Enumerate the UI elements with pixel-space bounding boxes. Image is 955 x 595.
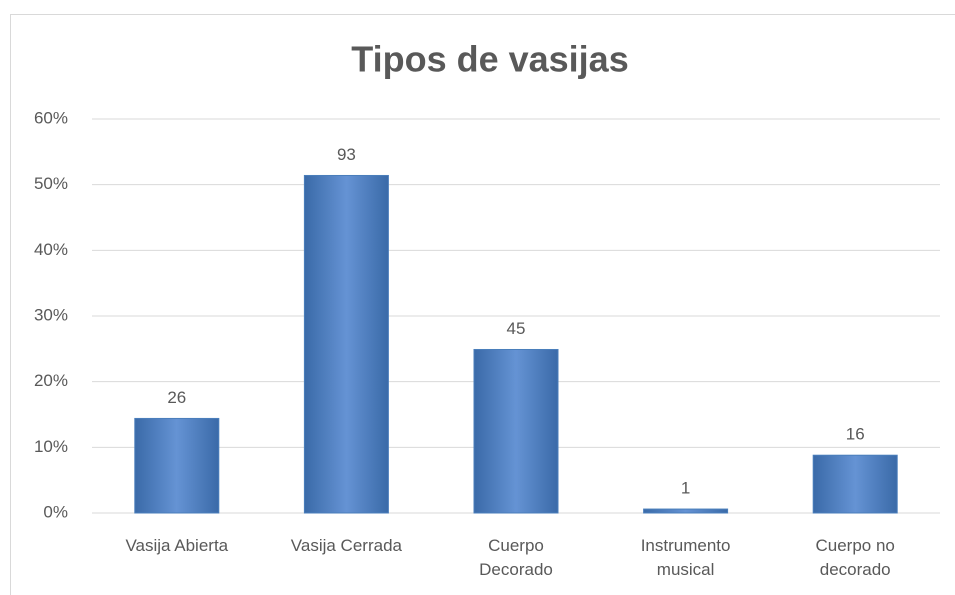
x-tick-label: Vasija Abierta xyxy=(125,536,229,555)
chart-title: Tipos de vasijas xyxy=(351,39,628,80)
chart-border xyxy=(10,14,955,595)
data-label: 16 xyxy=(846,425,865,444)
data-label: 93 xyxy=(337,145,356,164)
bar xyxy=(473,348,559,514)
y-tick-label: 60% xyxy=(34,108,68,127)
y-tick-label: 10% xyxy=(34,437,68,456)
y-tick-label: 0% xyxy=(43,502,68,521)
data-label: 1 xyxy=(681,479,690,498)
data-label: 26 xyxy=(167,388,186,407)
bar xyxy=(134,417,220,514)
bar xyxy=(303,174,389,514)
y-tick-label: 30% xyxy=(34,305,68,324)
bar xyxy=(812,454,898,514)
x-tick-label: Cuerpo no decorado xyxy=(815,536,895,579)
y-tick-label: 50% xyxy=(34,174,68,193)
x-tick-label: Instrumento musical xyxy=(640,536,731,579)
x-tick-label: Cuerpo Decorado xyxy=(479,536,553,579)
bar xyxy=(643,508,729,514)
x-tick-label: Vasija Cerrada xyxy=(290,536,402,555)
data-label: 45 xyxy=(507,319,526,338)
y-tick-label: 40% xyxy=(34,240,68,259)
y-tick-label: 20% xyxy=(34,371,68,390)
